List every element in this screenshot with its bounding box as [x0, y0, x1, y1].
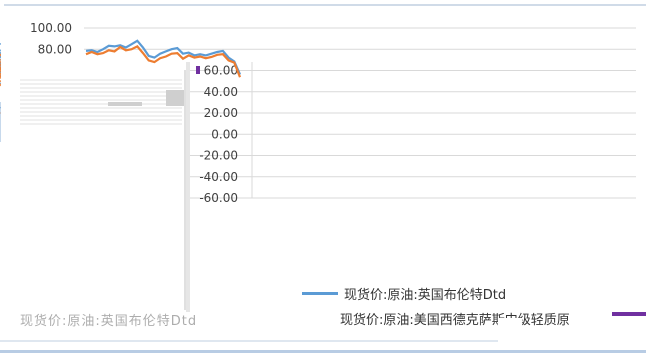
brent-point: [0, 43, 1, 45]
frame-left-bottom: [0, 350, 646, 353]
wti-early-line: [85, 45, 242, 78]
main-y-tick-label: 0.00: [211, 127, 238, 141]
main-y-tick-label: 60.00: [204, 64, 238, 78]
inset-chart-panel: [16, 70, 186, 310]
main-y-tick-label: -40.00: [199, 170, 238, 184]
white-mask: [498, 318, 522, 340]
legend-wti-label: 现货价:原油:美国西德克萨斯中级轻质原: [340, 313, 570, 328]
brent-point: [0, 49, 1, 52]
wti-point: [0, 61, 1, 63]
brent-point: [0, 51, 1, 54]
main-y-tick-label: -60.00: [199, 191, 238, 205]
wti-point: [0, 84, 1, 87]
overlay-text-fragment: 现货价:原油:英国布伦特Dtd: [20, 314, 198, 329]
frame-mid: [0, 340, 498, 342]
inset-grid: [20, 79, 184, 125]
purple-marker-top: [196, 66, 200, 74]
main-y-tick-label: 40.00: [204, 85, 238, 99]
inset-chart: 2020/3/22020/5/22020/7/22020/9/22020/11/…: [0, 62, 184, 142]
legend-brent: 现货价:原油:英国布伦特Dtd: [302, 284, 506, 303]
legend-brent-label: 现货价:原油:英国布伦特Dtd: [344, 288, 507, 303]
main-y-axis: 100.00 80.00 60.00 40.00 20.00 0.00 -20.00 -40.…: [30, 21, 238, 205]
wti-point: [0, 53, 1, 56]
frame-top: [4, 4, 646, 6]
wti-point: [0, 63, 1, 66]
wti-point: [0, 66, 1, 69]
inset-divider: [186, 62, 190, 312]
main-y-tick-label: 100.00: [30, 21, 72, 35]
inset-gray-block: [166, 90, 184, 106]
wti-point: [0, 73, 1, 76]
main-y-tick-label: 80.00: [38, 42, 72, 56]
main-y-tick-label: 20.00: [204, 106, 238, 120]
brent-early-line: [85, 39, 242, 75]
wti-point: [0, 68, 1, 71]
brent-point: [0, 56, 1, 59]
wti-point: [0, 80, 1, 83]
main-y-tick-label: -20.00: [199, 149, 238, 163]
wti-point: [0, 75, 1, 78]
main-series-layer: [0, 39, 242, 114]
legend-brent-swatch: [302, 292, 338, 295]
purple-marker-bottom: [612, 312, 646, 316]
legend-wti: 现货价:原油:美国西德克萨斯中级轻质原: [340, 309, 636, 328]
inset-gray-block: [108, 102, 142, 106]
wti-point: [0, 58, 1, 61]
